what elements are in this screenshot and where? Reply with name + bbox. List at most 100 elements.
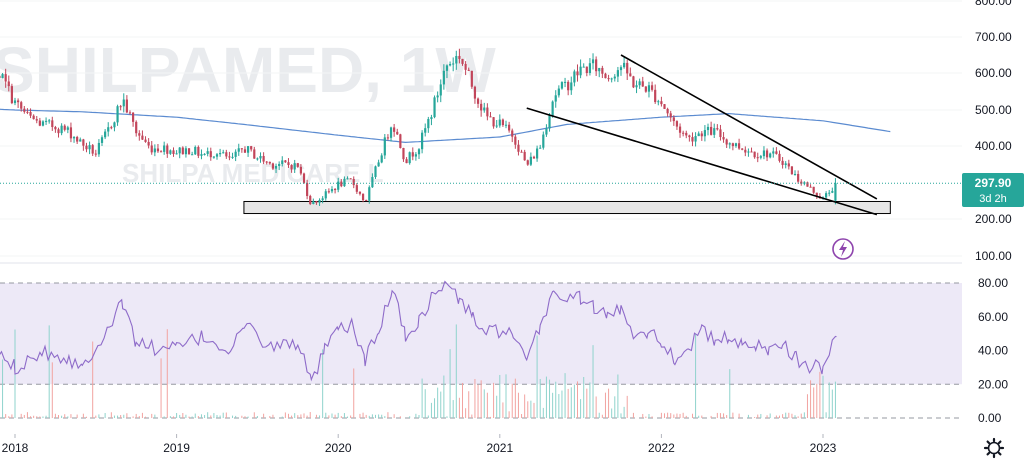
candle-body (489, 116, 492, 118)
candle-body (135, 121, 138, 134)
candle-body (274, 165, 278, 169)
price-tick-label: 400.00 (975, 139, 1012, 153)
candle-body (48, 120, 51, 122)
candle-body (138, 133, 141, 136)
candle-body (156, 148, 160, 152)
candle-body (393, 127, 396, 132)
candle-body (60, 125, 63, 134)
candle-body (626, 62, 629, 74)
candle-body (79, 139, 82, 142)
candle-body (657, 101, 660, 103)
candle-body (433, 97, 436, 118)
candle-body (256, 158, 259, 160)
support-zone (243, 200, 891, 215)
candle-body (473, 86, 477, 99)
candle-body (88, 145, 91, 150)
candle-body (172, 150, 175, 154)
candle-body (731, 143, 734, 147)
rsi-pane[interactable] (0, 280, 962, 419)
candle-body (374, 166, 377, 178)
candle-body (591, 59, 595, 64)
price-tick-label: 700.00 (975, 30, 1012, 44)
candle-body (666, 108, 669, 114)
candle-body (377, 162, 380, 167)
candle-body (368, 187, 371, 201)
candle-body (700, 133, 703, 137)
candle-body (511, 130, 514, 137)
candle-body (57, 129, 60, 134)
candle-body (206, 151, 209, 154)
time-tick-label: 2021 (486, 441, 513, 455)
candle-body (306, 182, 309, 196)
candle-body (421, 132, 424, 150)
candle-body (427, 119, 430, 129)
candle-body (312, 201, 315, 204)
candle-body (480, 103, 483, 111)
candle-body (607, 78, 610, 80)
candle-body (166, 145, 169, 154)
gear-icon[interactable] (983, 437, 1005, 459)
lightning-icon[interactable] (832, 238, 854, 260)
candle-body (278, 163, 281, 166)
candle-body (579, 66, 582, 76)
candle-body (287, 162, 290, 166)
candle-body (508, 124, 511, 131)
price-pane[interactable] (0, 0, 962, 257)
rsi-axis[interactable]: 80.00 60.00 40.00 20.00 0.00 (978, 276, 1008, 425)
candle-body (545, 128, 548, 135)
candle-body (349, 178, 352, 180)
candle-body (209, 151, 212, 158)
candle-body (526, 160, 529, 165)
candle-body (215, 154, 219, 157)
candle-body (831, 191, 834, 193)
candle-body (442, 70, 445, 85)
price-tick-label: 100.00 (975, 249, 1012, 263)
candle-body (333, 189, 337, 191)
candle-body (582, 66, 585, 68)
candle-body (619, 67, 623, 71)
candle-body (355, 185, 358, 192)
candle-body (812, 186, 815, 193)
candle-body (219, 153, 222, 155)
price-tick-label: 600.00 (975, 66, 1012, 80)
candle-body (386, 137, 390, 139)
candle-body (520, 151, 523, 153)
candle-body (107, 127, 110, 132)
time-axis[interactable]: 2018 2019 2020 2021 2022 2023 (2, 434, 837, 455)
candle-body (110, 127, 113, 129)
candle-body (389, 127, 393, 138)
candle-body (595, 59, 598, 72)
candle-body (82, 139, 85, 146)
candle-body (523, 151, 526, 161)
candle-body (144, 139, 147, 142)
candle-body (635, 85, 638, 88)
candle-body (452, 63, 455, 65)
price-axis[interactable]: 800.00 700.00 600.00 500.00 400.00 200.00 100.… (975, 0, 1012, 263)
candle-body (147, 141, 150, 146)
candle-body (445, 65, 449, 71)
rsi-tick-label: 0.00 (978, 411, 1002, 425)
rsi-band-rect (0, 283, 962, 385)
candle-body (750, 151, 753, 153)
candle-body (243, 149, 247, 153)
candle-body (722, 137, 725, 140)
candle-body (94, 153, 97, 155)
rsi-tick-label: 80.00 (978, 276, 1008, 290)
candle-body (175, 153, 178, 155)
candle-body (694, 136, 697, 142)
candle-body (430, 117, 433, 120)
candle-body (35, 119, 38, 121)
candle-body (424, 128, 427, 133)
candle-body (765, 150, 769, 158)
candle-body (535, 148, 539, 159)
candle-body (650, 85, 654, 90)
rsi-line (0, 280, 837, 382)
candle-body (411, 152, 414, 157)
candle-body (0, 75, 1, 79)
candle-body (685, 132, 688, 136)
candle-body (383, 137, 386, 156)
candle-body (688, 135, 691, 138)
candle-body (128, 112, 132, 114)
candle-body (131, 112, 135, 122)
trendlines-layer[interactable] (526, 54, 878, 216)
